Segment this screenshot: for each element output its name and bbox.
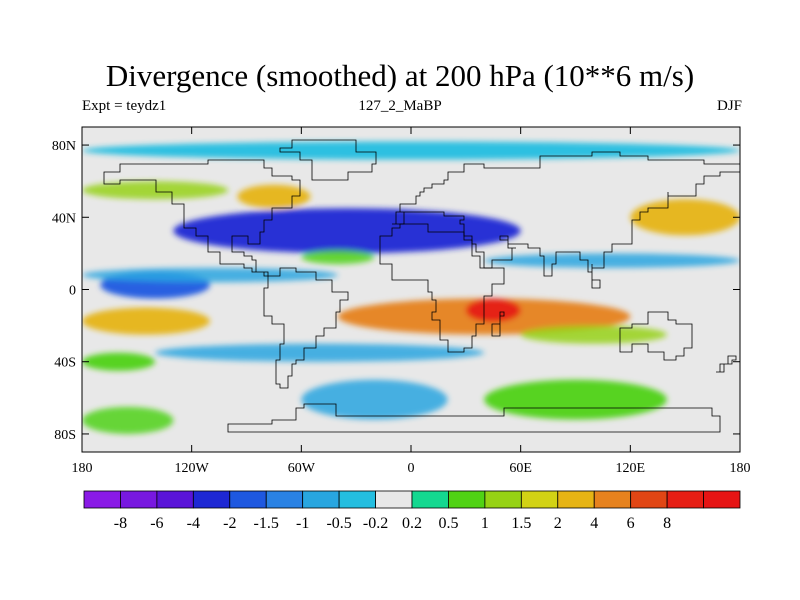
colorbar-swatch xyxy=(703,490,741,509)
colorbar-label: 6 xyxy=(627,515,635,532)
colorbar-label: 0.2 xyxy=(402,515,422,532)
field-region xyxy=(630,199,740,236)
field-region xyxy=(301,249,375,265)
colorbar-swatch xyxy=(83,490,121,509)
map-axes: 80N 40N 0 40S 80S 180 120W 60W 0 60E 120E 180 xyxy=(52,126,751,476)
field-region xyxy=(465,298,521,322)
colorbar-swatch xyxy=(338,490,376,509)
lat-tick-label: 80S xyxy=(54,428,76,443)
coastline xyxy=(227,403,721,433)
field-region xyxy=(155,343,485,362)
colorbar-swatch xyxy=(192,490,231,509)
colorbar-swatch xyxy=(666,490,704,509)
colorbar-label: 8 xyxy=(663,515,671,532)
field-region xyxy=(82,267,338,283)
field-region xyxy=(237,184,311,209)
lon-tick-label: 180 xyxy=(72,461,93,476)
colorbar-label: -6 xyxy=(150,515,163,532)
colorbar-label: 2 xyxy=(554,515,562,532)
colorbar-swatch xyxy=(229,490,267,509)
field-region xyxy=(484,379,667,420)
colorbar-label: 0.5 xyxy=(438,515,458,532)
field-region xyxy=(82,307,210,335)
field-region xyxy=(520,325,667,344)
lon-tick-label: 60E xyxy=(509,461,532,476)
colorbar-label: -2 xyxy=(223,515,236,532)
colorbar-swatch xyxy=(120,490,158,509)
divergence-field xyxy=(82,127,740,452)
field-region xyxy=(82,181,229,200)
lon-tick-label: 60W xyxy=(288,461,316,476)
lon-tick-label: 0 xyxy=(408,461,415,476)
plot-title: Divergence (smoothed) at 200 hPa (10**6 … xyxy=(105,58,695,93)
colorbar-swatch xyxy=(156,490,194,509)
field-region xyxy=(173,208,521,254)
colorbar-swatch xyxy=(448,490,486,509)
lon-tick-label: 180 xyxy=(730,461,751,476)
field-region xyxy=(301,379,448,420)
colorbar-swatch xyxy=(302,490,340,509)
colorbar-swatch xyxy=(520,490,559,509)
coastline xyxy=(619,311,693,361)
colorbar-label: -0.2 xyxy=(363,515,388,532)
colorbar-label: -0.5 xyxy=(326,515,351,532)
lon-tick-label: 120E xyxy=(616,461,646,476)
field-region xyxy=(82,141,740,160)
colorbar-swatch xyxy=(265,490,304,509)
colorbar-label: 1.5 xyxy=(511,515,531,532)
coastline xyxy=(392,151,740,289)
colorbar-swatch xyxy=(593,490,632,509)
run-label: 127_2_MaBP xyxy=(358,98,442,114)
colorbar-label: -8 xyxy=(114,515,127,532)
colorbar-swatch xyxy=(484,490,522,509)
colorbar-swatch xyxy=(411,490,449,509)
coastline xyxy=(263,267,349,389)
experiment-label: Expt = teydz1 xyxy=(82,98,167,114)
colorbar-swatch xyxy=(375,490,413,509)
coastline xyxy=(279,139,377,181)
coastline xyxy=(379,223,505,353)
colorbar-label: 4 xyxy=(590,515,598,532)
coastlines xyxy=(103,139,740,433)
lat-tick-label: 80N xyxy=(52,139,76,154)
colorbar-swatch xyxy=(557,490,595,509)
coastline xyxy=(491,311,505,337)
lon-tick-label: 120W xyxy=(175,461,210,476)
colorbar-label: -1.5 xyxy=(254,515,279,532)
field-region xyxy=(82,406,174,434)
lat-tick-label: 0 xyxy=(69,284,76,299)
colorbar-label: -4 xyxy=(187,515,200,532)
lat-tick-label: 40N xyxy=(52,211,76,226)
field-region xyxy=(484,253,740,268)
colorbar-swatch xyxy=(630,490,668,509)
season-label: DJF xyxy=(716,98,742,114)
colorbar-label: 1 xyxy=(481,515,489,532)
field-region xyxy=(82,352,156,371)
colorbar-label: -1 xyxy=(296,515,309,532)
coastline xyxy=(103,159,301,277)
lat-tick-label: 40S xyxy=(54,356,76,371)
colorbar: -8 -6 -4 -2 -1.5 -1 -0.5 -0.2 0.2 0.5 1 1.5 2 4 6 8 xyxy=(83,490,741,532)
coastline xyxy=(716,355,737,373)
